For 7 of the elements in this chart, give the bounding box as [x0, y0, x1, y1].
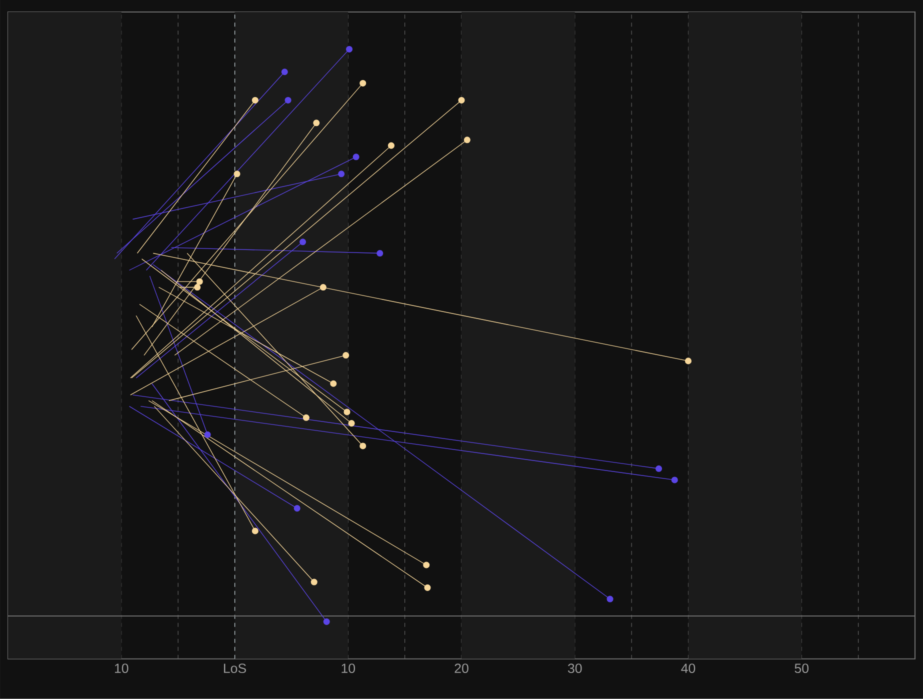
x-tick-label: 50 — [794, 664, 809, 674]
x-tick-label: LoS — [224, 664, 246, 674]
x-tick-label: 10 — [114, 664, 128, 674]
x-tick-label: 30 — [568, 664, 582, 674]
x-tick-label: 10 — [342, 664, 356, 674]
x-tick-label: 20 — [454, 664, 468, 674]
x-tick-label: 40 — [681, 664, 696, 674]
